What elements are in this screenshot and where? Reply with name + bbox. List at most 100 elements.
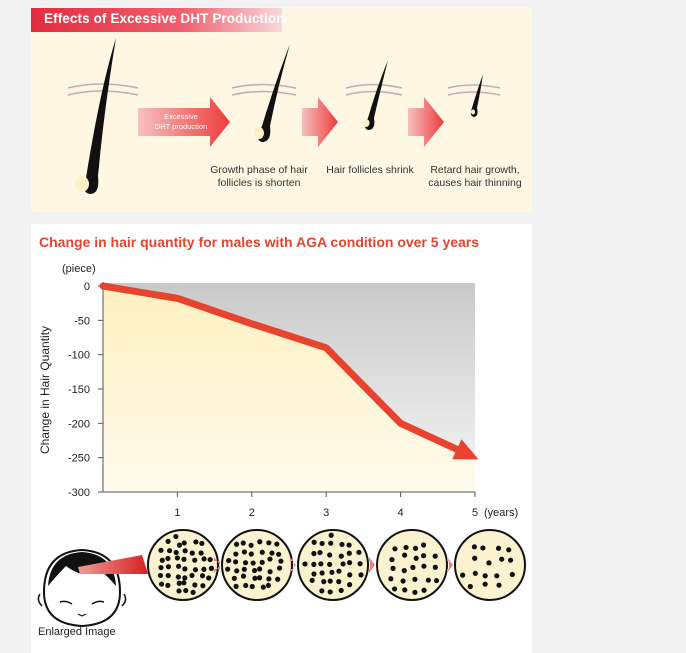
diagram-title: Effects of Excessive DHT Production [44,11,285,26]
stage-1-caption: Growth phase of hair follicles is shorte… [207,164,311,190]
hair-dot [267,569,273,575]
hair-dot [176,542,183,548]
stage-2-caption-line1: Hair follicles shrink [326,164,414,176]
area-under-curve [103,286,475,492]
hair-dot [248,551,254,557]
hair-dot [460,572,466,578]
skin-line-4 [447,84,501,89]
hair-dot [495,545,502,551]
hair-dot [267,556,273,562]
hair-dot [327,578,333,584]
hair-dot [182,548,188,554]
y-tick-label: -50 [74,315,90,327]
x-tick-label: 4 [398,507,404,519]
dht-arrow-label-line2: DHT production [155,122,207,131]
hair-dot [480,545,486,551]
hair-dot [357,561,363,567]
stage-3-caption-line2: causes hair thinning [428,177,522,189]
hair-dot [274,541,280,547]
hair-dot [176,580,182,586]
hair-dot [319,540,325,547]
hair-follicle-stage-2 [362,60,388,130]
hair-dot [327,589,333,595]
y-tick-label: -250 [68,453,90,465]
skin-line-1 [67,83,139,89]
hair-dot [392,586,398,592]
hair-dot [413,555,419,561]
hair-dot [494,573,500,579]
hair-dot [309,577,315,583]
y-tick-label: -150 [68,384,90,396]
magnify-beam [78,555,148,574]
hair-dot [340,561,346,567]
hair-dot [234,568,240,574]
stage-1-caption-line1: Growth phase of hair [210,164,308,176]
hair-dot [240,573,247,579]
stage-arrow-1 [302,97,338,147]
hair-dot [420,553,427,559]
hair-dot [275,576,281,582]
x-tick-labels: 1 2 3 4 5 [174,507,478,519]
hair-dot [347,582,353,588]
hair-dot [233,551,239,557]
x-unit-label: (years) [484,507,518,519]
y-tick-label: -200 [68,418,90,430]
hair-dot [388,576,394,582]
hair-dot [250,560,256,566]
hair-dot [251,567,258,574]
hair-dot [165,564,172,570]
hair-dot [193,539,199,545]
hair-dot [329,569,335,575]
x-tick-label: 5 [472,507,478,519]
dht-arrow-label-line1: Excessive [164,112,198,121]
hair-dot [390,565,396,571]
hair-dot [433,577,440,584]
hair-dot [321,579,327,585]
hair-dot [165,572,171,579]
skin-line-3b [345,90,403,96]
y-tick-label: 0 [84,281,90,293]
circle-arrow [214,557,220,573]
hair-dot [472,570,478,576]
hair-dot [347,572,353,578]
hair-dot [402,552,408,558]
hair-dot [482,581,488,587]
series-arrowhead [452,439,479,460]
hair-dot [346,550,352,556]
diagram-title-bar [31,8,282,32]
dht-diagram-panel [31,7,532,212]
hair-dot [328,532,334,538]
hair-dot [311,539,317,545]
enlarged-circle-year-5 [454,529,526,601]
hair-dot [269,550,275,556]
hair-dot [400,578,406,584]
hair-dot [496,582,502,588]
enlarged-circle-year-2 [221,529,293,601]
hair-dot [176,588,182,594]
hair-dot [226,557,232,564]
hair-follicle-stage-1 [254,44,290,142]
hair-dot [499,556,505,562]
skin-line-2b [231,90,297,96]
hair-dot [225,566,231,572]
hair-dot [346,560,353,566]
hair-dot [165,538,171,544]
hair-dot [346,542,352,548]
hair-dot [182,566,188,572]
hair-dot [403,544,409,551]
hair-dot [472,555,478,561]
hair-dot [157,572,164,579]
hair-dot [181,540,187,546]
dht-arrow: Excessive DHT production [138,97,230,147]
hair-dot [392,546,398,552]
enlarged-image-label: Enlarged Image [38,626,116,638]
y-tick-labels: 0 -50 -100 -150 -200 -250 -300 [68,281,90,499]
hair-dot [412,545,419,551]
hair-dot [336,568,342,574]
x-tick-label: 1 [174,507,180,519]
hair-dot [358,572,364,578]
chart-title: Change in hair quantity for males with A… [39,234,480,250]
hair-dot [339,541,345,548]
hair-dot [174,555,180,561]
